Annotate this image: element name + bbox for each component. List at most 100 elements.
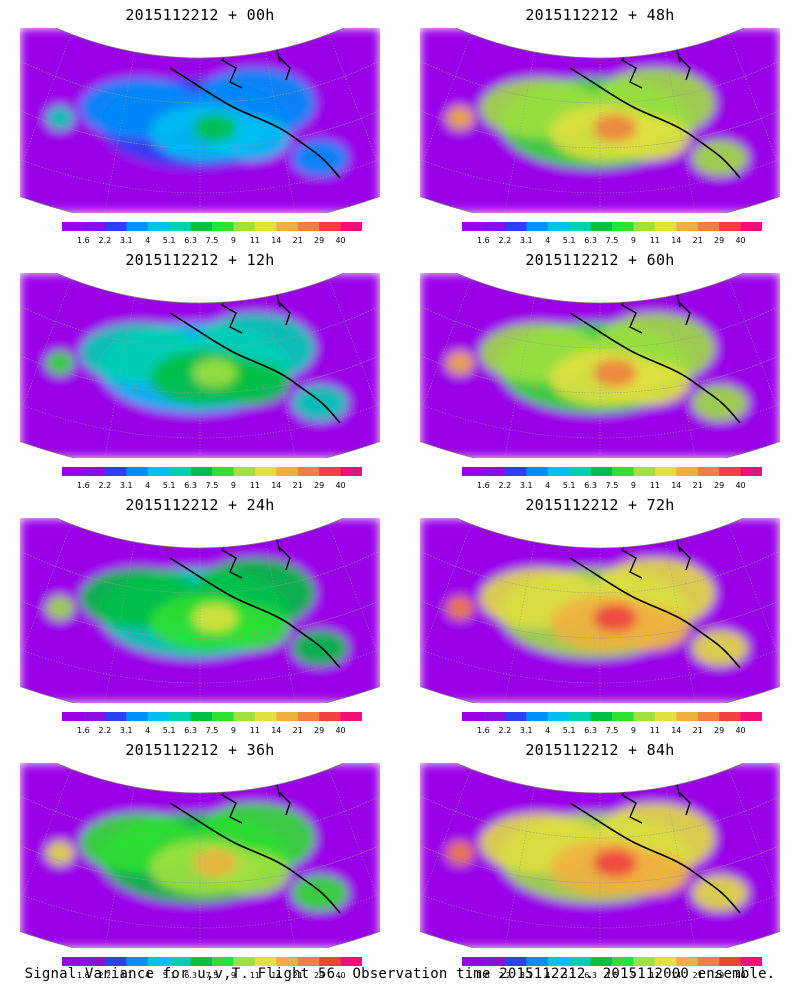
colorbar-swatch <box>633 712 656 721</box>
colorbar-swatch <box>697 222 720 231</box>
colorbar-label: 4 <box>545 971 550 980</box>
variance-field <box>420 763 780 948</box>
longitude-line <box>665 296 697 458</box>
colorbar-swatch <box>62 712 84 721</box>
colorbar-swatch <box>276 712 299 721</box>
variance-field <box>20 28 380 213</box>
longitude-line <box>503 296 535 458</box>
colorbar-swatch <box>319 467 342 476</box>
colorbar-swatch <box>147 467 170 476</box>
colorbar-label: 1.6 <box>77 971 90 980</box>
map-outline <box>20 763 380 948</box>
colorbar-swatch <box>83 222 106 231</box>
coastline <box>169 557 341 669</box>
colorbar-swatch <box>654 467 677 476</box>
longitude-line <box>265 296 297 458</box>
colorbar-swatch <box>697 712 720 721</box>
longitude-line <box>328 34 380 194</box>
colorbar-label: 29 <box>714 726 724 735</box>
coastline <box>569 312 741 424</box>
colorbar-swatch <box>719 957 742 966</box>
colorbar-label: 11 <box>650 726 660 735</box>
colorbar-swatch <box>719 467 742 476</box>
colorbar-label: 3.1 <box>120 971 133 980</box>
colorbar-label: 4 <box>545 726 550 735</box>
colorbar-label: 4 <box>145 481 150 490</box>
colorbar-label: 11 <box>650 971 660 980</box>
colorbar-swatch <box>504 712 527 721</box>
colorbar-label: 7.5 <box>206 481 219 490</box>
map-panel-72h: 2015112212 + 72h 1.6 2.2 3.1 4 5.1 6.3 7.5 9 11 1… <box>400 490 800 735</box>
colorbar-swatch <box>297 957 320 966</box>
coastline <box>569 67 741 179</box>
colorbar-swatch <box>276 467 299 476</box>
map-outline <box>420 273 780 458</box>
longitude-line <box>503 51 535 213</box>
colorbar-label: 9 <box>231 236 236 245</box>
colorbar-swatch <box>526 467 549 476</box>
colorbar: 1.6 2.2 3.1 4 5.1 6.3 7.5 9 11 14 21 29 40 <box>462 467 762 490</box>
colorbar-label: 6.3 <box>184 481 197 490</box>
colorbar-label: 14 <box>671 971 681 980</box>
variance-map <box>20 28 380 213</box>
colorbar-label: 29 <box>714 971 724 980</box>
colorbar-label: 21 <box>693 236 703 245</box>
colorbar-swatch <box>740 222 762 231</box>
colorbar-swatch <box>547 467 570 476</box>
colorbar-swatch <box>233 467 256 476</box>
colorbar-label: 7.5 <box>206 236 219 245</box>
colorbar-label: 21 <box>293 726 303 735</box>
colorbar-swatch <box>190 467 213 476</box>
colorbar-swatch <box>483 957 506 966</box>
colorbar-label: 1.6 <box>477 236 490 245</box>
colorbar-swatch <box>62 957 84 966</box>
colorbar-swatch <box>719 222 742 231</box>
colorbar-label: 1.6 <box>477 481 490 490</box>
colorbar-label: 4 <box>145 971 150 980</box>
colorbar-swatch <box>319 957 342 966</box>
colorbar-label: 21 <box>293 236 303 245</box>
colorbar-label: 2.2 <box>498 726 511 735</box>
colorbar-label: 9 <box>231 726 236 735</box>
colorbar-label: 4 <box>145 236 150 245</box>
colorbar-swatch <box>147 957 170 966</box>
colorbar-swatch <box>297 222 320 231</box>
map-panel-60h: 2015112212 + 60h 1.6 2.2 3.1 4 5.1 6.3 7.5 9 11 1… <box>400 245 800 490</box>
colorbar-swatch <box>483 712 506 721</box>
variance-field <box>420 273 780 458</box>
colorbar-swatch <box>569 222 592 231</box>
colorbar-label: 5.1 <box>563 481 576 490</box>
colorbar-label: 9 <box>631 971 636 980</box>
latitude-line <box>420 548 780 639</box>
panel-title: 2015112212 + 72h <box>525 496 675 514</box>
longitude-line <box>420 34 472 194</box>
colorbar-label: 2.2 <box>498 481 511 490</box>
colorbar-label: 5.1 <box>163 726 176 735</box>
colorbar: 1.6 2.2 3.1 4 5.1 6.3 7.5 9 11 14 21 29 40 <box>462 222 762 245</box>
colorbar-swatch <box>612 467 634 476</box>
colorbar-swatch <box>590 467 613 476</box>
coastline <box>169 67 341 179</box>
longitude-line <box>103 296 135 458</box>
colorbar-swatch <box>276 222 299 231</box>
colorbar-swatch <box>526 712 549 721</box>
map-panel-48h: 2015112212 + 48h 1.6 2.2 3.1 4 5.1 6.3 7.5 9 11 1… <box>400 0 800 245</box>
map-panel-24h: 2015112212 + 24h 1.6 2.2 3.1 4 5.1 6.3 7.5 9 11 1… <box>0 490 400 735</box>
colorbar: 1.6 2.2 3.1 4 5.1 6.3 7.5 9 11 14 21 29 40 <box>462 957 762 980</box>
map-panel-36h: 2015112212 + 36h 1.6 2.2 3.1 4 5.1 6.3 7.5 9 11 1… <box>0 735 400 980</box>
colorbar-label: 29 <box>314 726 324 735</box>
colorbar-swatch <box>169 222 192 231</box>
colorbar-label: 21 <box>693 481 703 490</box>
colorbar-label: 7.5 <box>606 971 619 980</box>
colorbar-swatch <box>62 467 84 476</box>
colorbar-swatch <box>104 222 127 231</box>
colorbar-label: 7.5 <box>206 726 219 735</box>
colorbar-label: 3.1 <box>120 236 133 245</box>
colorbar-label: 6.3 <box>584 726 597 735</box>
map-outline <box>420 518 780 703</box>
colorbar-swatch <box>740 467 762 476</box>
colorbar-swatch <box>633 222 656 231</box>
colorbar: 1.6 2.2 3.1 4 5.1 6.3 7.5 9 11 14 21 29 40 <box>62 957 362 980</box>
colorbar-swatch <box>462 222 484 231</box>
colorbar-swatch <box>612 222 634 231</box>
